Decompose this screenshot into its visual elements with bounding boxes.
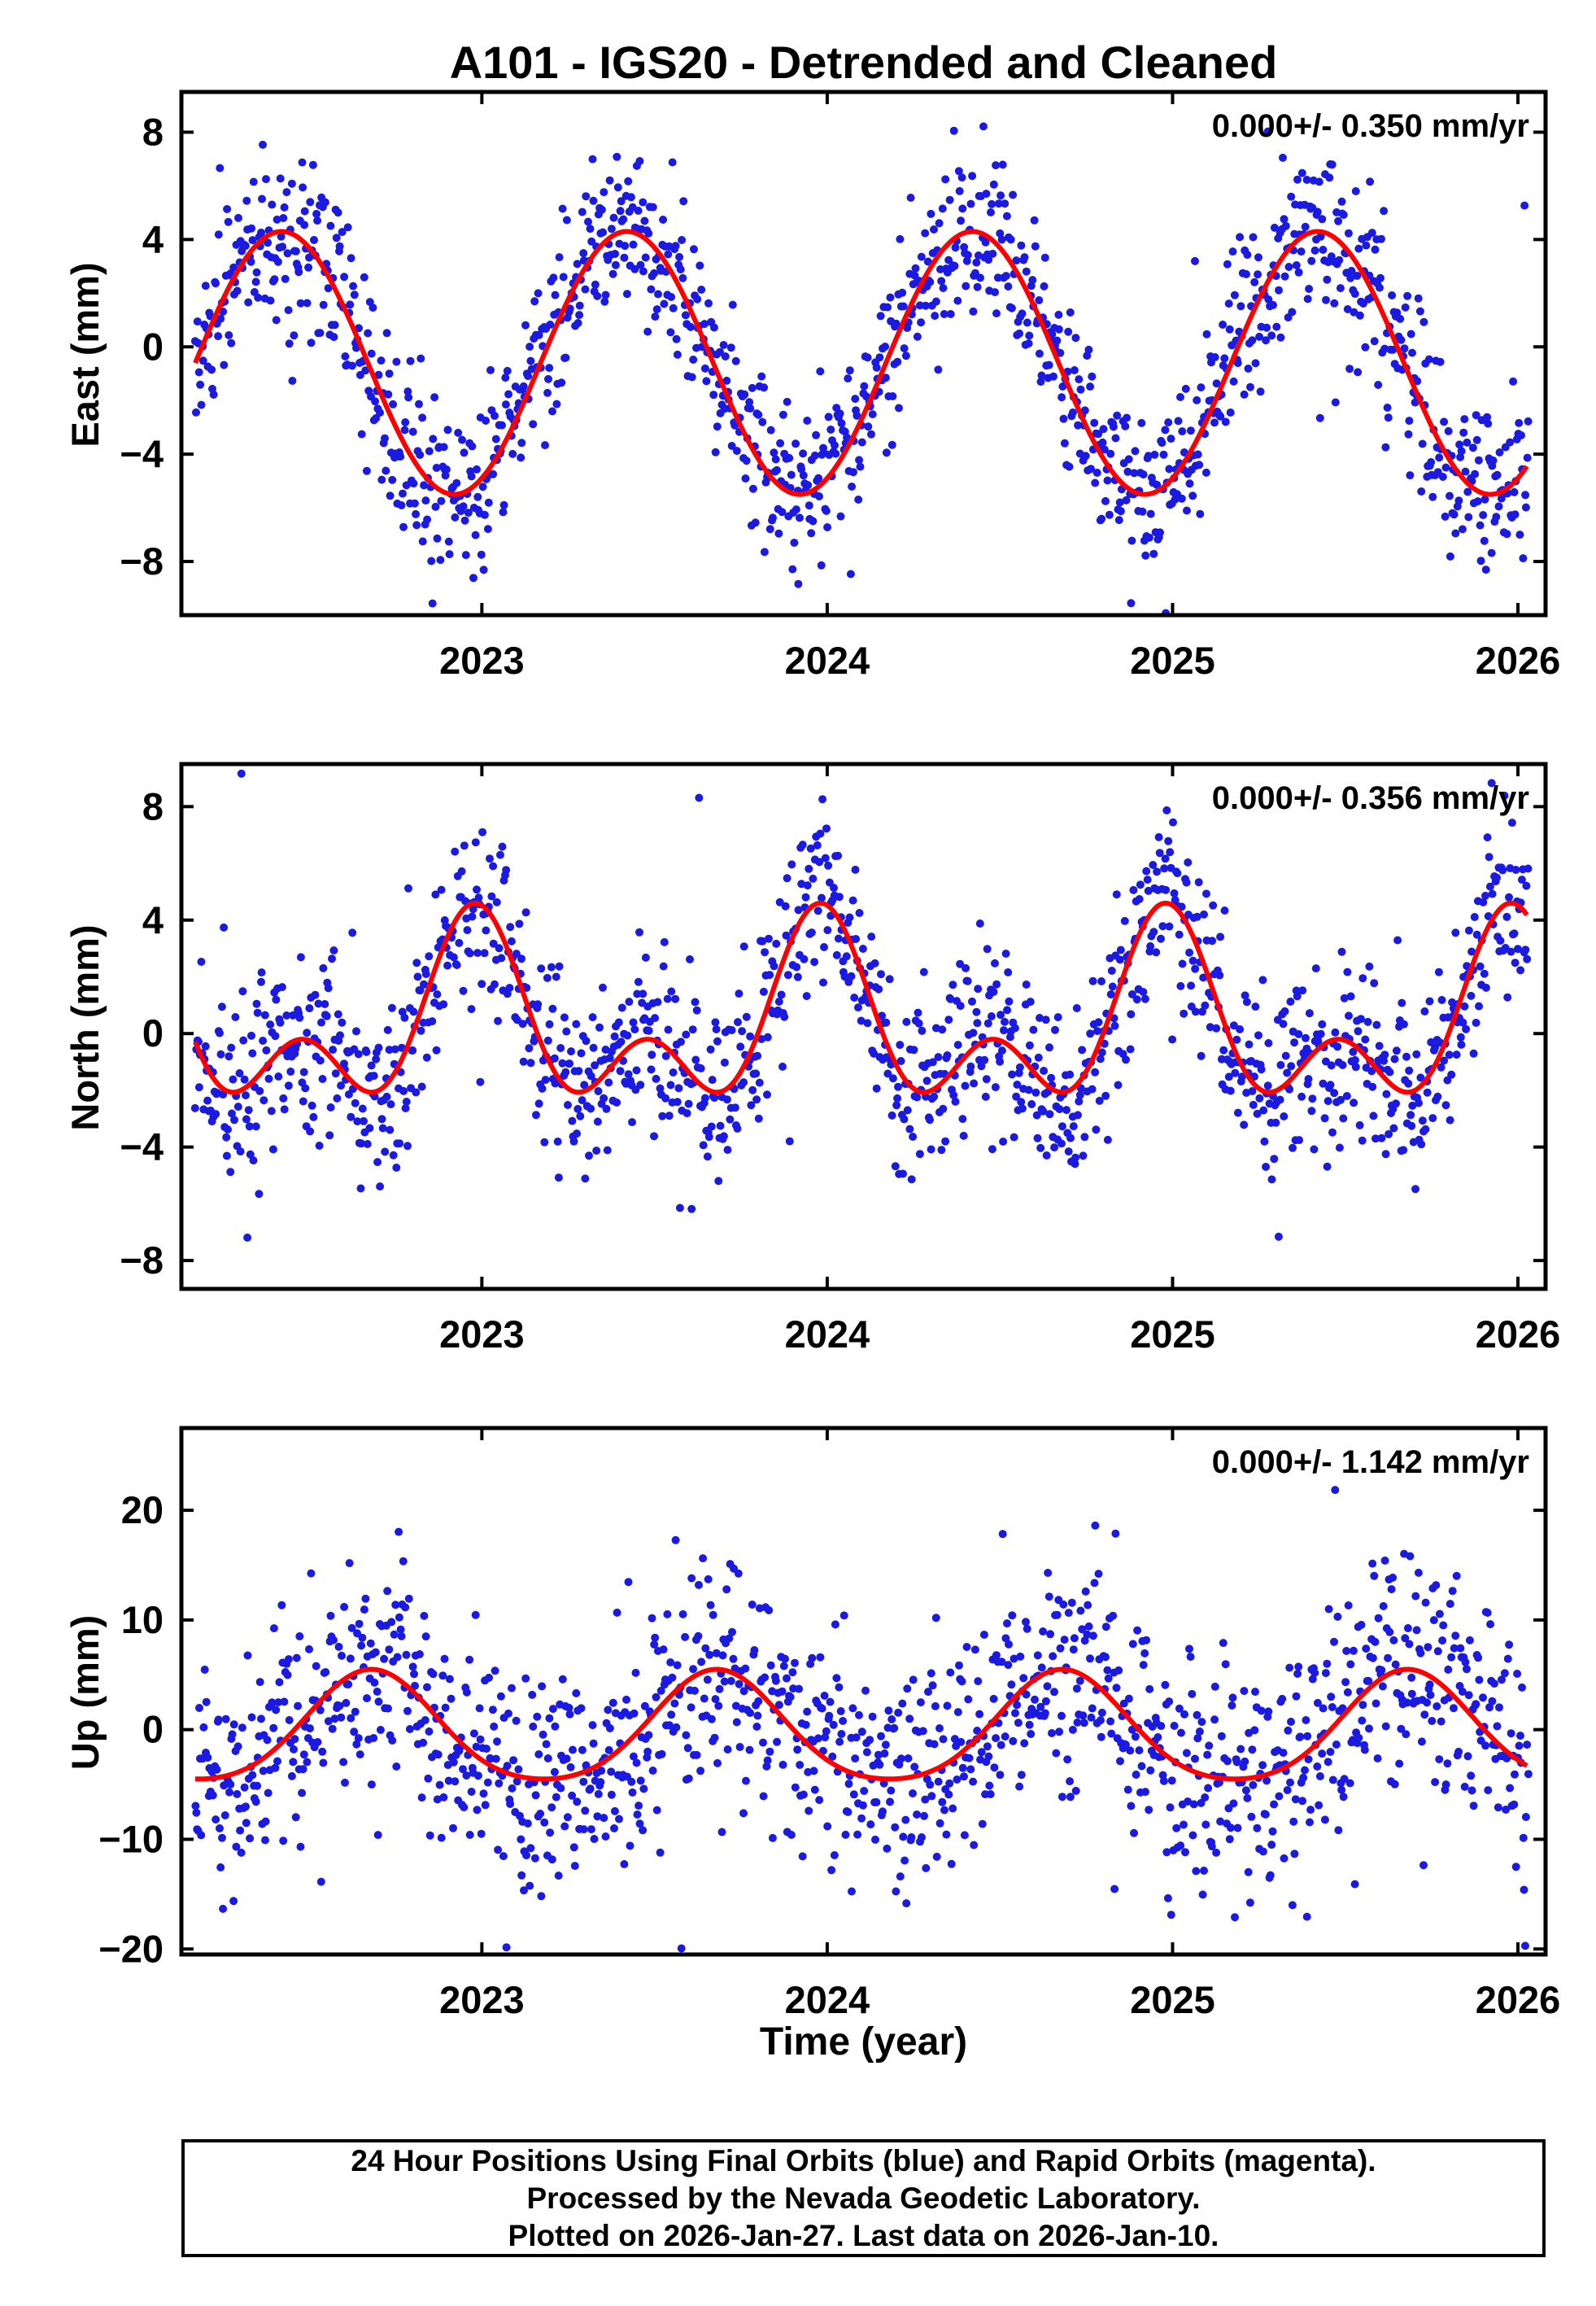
y-axis-label-up: Up (mm) (63, 1614, 107, 1771)
x-tick-label: 2024 (785, 1978, 870, 2021)
y-tick-label: 4 (142, 217, 164, 260)
y-tick-label: −10 (98, 1817, 164, 1860)
tick-labels: 2023 2024 2025 2026 −8 −4 0 4 8 (120, 784, 1560, 1356)
y-tick-label: 0 (142, 1011, 164, 1055)
y-tick-label: 8 (142, 110, 164, 153)
y-axis-label-east: East (mm) (63, 262, 107, 448)
y-tick-label: 8 (142, 784, 164, 828)
scatter-points (191, 1486, 1533, 1953)
up-panel: 2023 2024 2025 2026 −20 −10 0 10 20 (98, 1426, 1560, 2021)
y-tick-label: 0 (142, 1708, 164, 1751)
y-tick-label: −8 (120, 539, 164, 583)
x-tick-label: 2026 (1476, 1312, 1561, 1356)
tick-labels: 2023 2024 2025 2026 −20 −10 0 10 20 (98, 1488, 1560, 2021)
x-tick-label: 2023 (439, 639, 525, 682)
x-tick-label: 2025 (1130, 1312, 1215, 1356)
x-tick-label: 2026 (1476, 639, 1561, 682)
east-panel: 2023 2024 2025 2026 −8 −4 0 4 8 (120, 90, 1560, 682)
caption-box: 24 Hour Positions Using Final Orbits (bl… (181, 2139, 1546, 2257)
x-tick-label: 2023 (439, 1312, 525, 1356)
trend-curve (193, 229, 1529, 497)
x-tick-label: 2024 (785, 1312, 870, 1356)
caption-line-orbits: 24 Hour Positions Using Final Orbits (bl… (351, 2143, 1376, 2177)
trend-curve (193, 900, 1529, 1095)
y-tick-label: −4 (120, 432, 164, 475)
x-tick-label: 2025 (1130, 639, 1215, 682)
tick-labels: 2023 2024 2025 2026 −8 −4 0 4 8 (120, 110, 1560, 682)
north-panel: 2023 2024 2025 2026 −8 −4 0 4 8 (120, 762, 1560, 1356)
y-axis-label-north: North (mm) (63, 924, 107, 1131)
y-tick-label: −4 (120, 1125, 164, 1168)
y-tick-label: 10 (121, 1598, 164, 1641)
x-tick-label: 2026 (1476, 1978, 1561, 2021)
x-tick-label: 2025 (1130, 1978, 1215, 2021)
x-tick-label: 2024 (785, 639, 870, 682)
x-tick-label: 2023 (439, 1978, 525, 2021)
trend-curve (195, 1666, 1528, 1782)
plot-frame (179, 90, 1548, 618)
y-tick-label: −8 (120, 1238, 164, 1282)
plot-frame (179, 1426, 1548, 1957)
rate-annotation-up: 0.000+/- 1.142 mm/yr (1211, 1444, 1529, 1480)
scatter-points (190, 122, 1533, 615)
caption-line-plotted: Plotted on 2026-Jan-27. Last data on 202… (508, 2218, 1219, 2252)
figure-title: A101 - IGS20 - Detrended and Cleaned (449, 37, 1278, 88)
caption-line-processed: Processed by the Nevada Geodetic Laborat… (526, 2181, 1201, 2215)
y-tick-label: 20 (121, 1488, 164, 1531)
rate-annotation-north: 0.000+/- 0.356 mm/yr (1211, 780, 1529, 816)
rate-annotation-east: 0.000+/- 0.350 mm/yr (1211, 108, 1529, 144)
x-axis-label: Time (year) (759, 2020, 968, 2064)
y-tick-label: −20 (98, 1927, 164, 1970)
scatter-points (190, 769, 1533, 1242)
y-tick-label: 0 (142, 325, 164, 368)
y-tick-label: 4 (142, 898, 164, 941)
plot-frame (179, 762, 1548, 1291)
